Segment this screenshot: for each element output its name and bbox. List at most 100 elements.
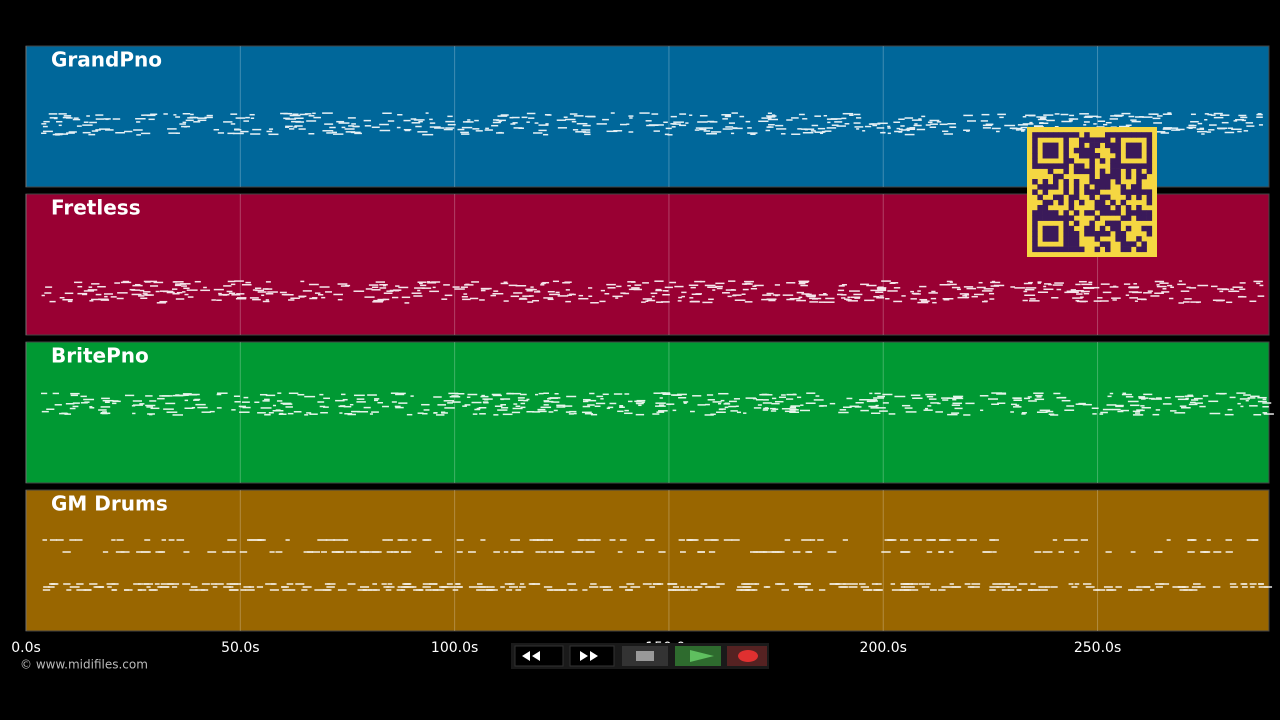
qr-cell: [1068, 199, 1075, 206]
qr-cell: [1084, 210, 1090, 216]
qr-cell: [1105, 142, 1111, 149]
qr-cell: [1146, 142, 1153, 149]
qr-cell: [1073, 241, 1080, 247]
qr-cell: [1120, 246, 1127, 253]
qr-cell: [1120, 189, 1127, 195]
qr-cell: [1032, 189, 1038, 195]
qr-cell: [1136, 236, 1142, 242]
qr-cell: [1084, 184, 1090, 190]
qr-cell: [1047, 246, 1054, 253]
qr-cell: [1125, 153, 1132, 159]
qr-cell: [1141, 225, 1147, 232]
qr-cell: [1125, 241, 1132, 247]
qr-cell: [1053, 236, 1059, 242]
qr-cell: [1073, 168, 1080, 175]
qr-cell: [1146, 210, 1153, 216]
qr-cell: [1131, 132, 1137, 138]
qr-cell: [1141, 246, 1147, 253]
qr-cell: [1063, 220, 1069, 227]
qr-cell: [1089, 147, 1095, 154]
qr-cell: [1063, 225, 1069, 232]
qr-cell: [1063, 142, 1069, 149]
qr-cell: [1037, 184, 1043, 190]
qr-cell: [1042, 236, 1049, 242]
qr-cell: [1089, 158, 1095, 164]
qr-cell: [1042, 205, 1049, 211]
qr-cell: [1136, 153, 1142, 159]
forward-button[interactable]: [569, 645, 615, 667]
qr-cell: [1063, 210, 1069, 216]
qr-cell: [1053, 246, 1059, 253]
play-button[interactable]: [675, 646, 721, 666]
qr-cell: [1047, 184, 1054, 190]
qr-cell: [1089, 168, 1095, 175]
qr-cell: [1037, 205, 1043, 211]
notes: [41, 280, 1265, 304]
qr-cell: [1146, 137, 1153, 143]
qr-cell: [1141, 210, 1147, 216]
qr-cell: [1042, 147, 1049, 154]
qr-cell: [1063, 189, 1069, 195]
qr-cell: [1068, 194, 1075, 201]
qr-cell: [1094, 179, 1101, 185]
qr-cell: [1115, 168, 1121, 175]
qr-cell: [1042, 153, 1049, 159]
qr-cell: [1094, 215, 1101, 221]
rewind-button[interactable]: [514, 645, 564, 667]
qr-cell: [1079, 137, 1085, 143]
stop-button[interactable]: [622, 646, 668, 666]
qr-cell: [1068, 132, 1075, 138]
qr-cell: [1058, 215, 1064, 221]
notes: [41, 392, 1274, 416]
qr-cell: [1120, 215, 1127, 221]
qr-cell: [1125, 215, 1132, 221]
qr-cell: [1141, 173, 1147, 180]
qr-cell: [1063, 236, 1069, 242]
qr-cell: [1136, 215, 1142, 221]
qr-cell: [1084, 153, 1090, 159]
qr-cell: [1110, 199, 1116, 206]
qr-cell: [1099, 205, 1106, 211]
qr-cell: [1115, 142, 1121, 149]
qr-cell: [1032, 142, 1038, 149]
qr-cell: [1068, 246, 1075, 253]
qr-cell: [1063, 163, 1069, 169]
qr-cell: [1146, 194, 1153, 201]
qr-cell: [1105, 194, 1111, 201]
qr-cell: [1094, 184, 1101, 190]
qr-cell: [1094, 142, 1101, 149]
qr-cell: [1089, 173, 1095, 180]
qr-cell: [1032, 241, 1038, 247]
tick-label: 0.0s: [11, 640, 41, 656]
record-button[interactable]: [727, 646, 767, 666]
qr-cell: [1136, 205, 1142, 211]
qr-cell: [1032, 246, 1038, 253]
qr-cell: [1084, 189, 1090, 195]
qr-cell: [1094, 231, 1101, 237]
qr-cell: [1115, 220, 1121, 227]
qr-cell: [1073, 210, 1080, 216]
qr-cell: [1115, 158, 1121, 164]
qr-cell: [1110, 210, 1116, 216]
track-name: GM Drums: [51, 492, 168, 516]
qr-cell: [1073, 236, 1080, 242]
qr-cell: [1099, 173, 1106, 180]
qr-cell: [1089, 163, 1095, 169]
qr-cell: [1099, 225, 1106, 232]
qr-cell: [1032, 147, 1038, 154]
qr-cell: [1042, 231, 1049, 237]
qr-cell: [1120, 132, 1127, 138]
qr-cell: [1058, 163, 1064, 169]
qr-cell: [1115, 153, 1121, 159]
qr-cell: [1042, 142, 1049, 149]
qr-cell: [1110, 163, 1116, 169]
qr-cell: [1073, 163, 1080, 169]
qr-cell: [1120, 184, 1127, 190]
qr-cell: [1099, 179, 1106, 185]
qr-cell: [1063, 184, 1069, 190]
qr-cell: [1141, 241, 1147, 247]
qr-cell: [1079, 147, 1085, 154]
qr-cell: [1042, 199, 1049, 206]
qr-cell: [1136, 168, 1142, 175]
qr-cell: [1094, 199, 1101, 206]
